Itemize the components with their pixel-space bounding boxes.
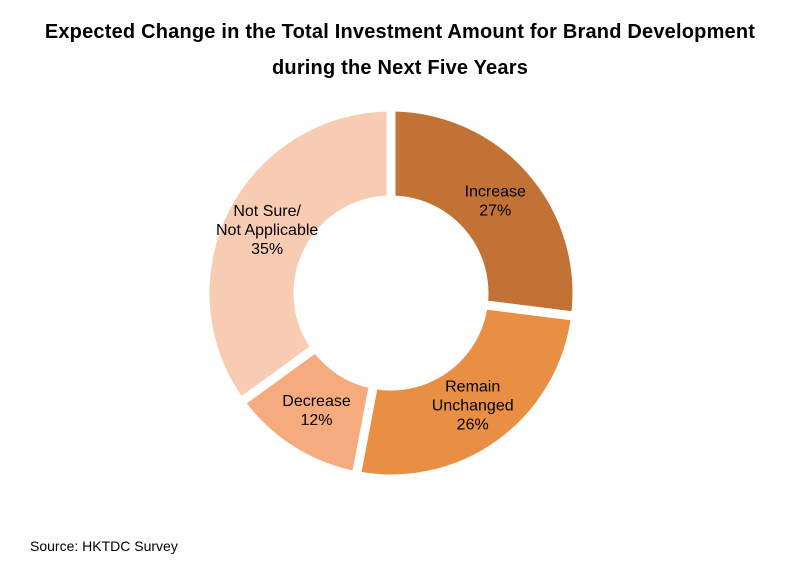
slice-category-label: Decrease <box>282 393 351 410</box>
chart-title-line-1: Expected Change in the Total Investment … <box>44 21 756 43</box>
slice-category-label: Remain <box>445 378 500 395</box>
donut-slice-label-3: Decrease 12% <box>282 393 351 429</box>
slice-category-label: Unchanged <box>432 397 514 414</box>
donut-slice-1 <box>386 102 582 322</box>
slice-category-label: Not Sure/ <box>233 203 301 220</box>
donut-slice-4 <box>200 102 396 409</box>
chart-title-line-2: during the Next Five Years <box>271 57 529 79</box>
donut-slice-label-2: Remain Unchanged 26% <box>432 378 514 433</box>
slice-category-label: Not Applicable <box>216 222 318 239</box>
chart-title: Expected Change in the Total Investment … <box>0 14 800 86</box>
donut-slice-label-4: Not Sure/Not Applicable 35% <box>216 203 318 258</box>
donut-slice-label-1: Increase 27% <box>465 184 526 220</box>
donut-slice-2 <box>350 299 581 484</box>
slice-value-label: 35% <box>251 241 283 258</box>
slice-value-label: 26% <box>457 416 489 433</box>
slice-value-label: 27% <box>479 203 511 220</box>
slice-category-label: Increase <box>465 184 526 201</box>
source-note: Source: HKTDC Survey <box>30 538 178 554</box>
slice-value-label: 12% <box>301 412 333 429</box>
